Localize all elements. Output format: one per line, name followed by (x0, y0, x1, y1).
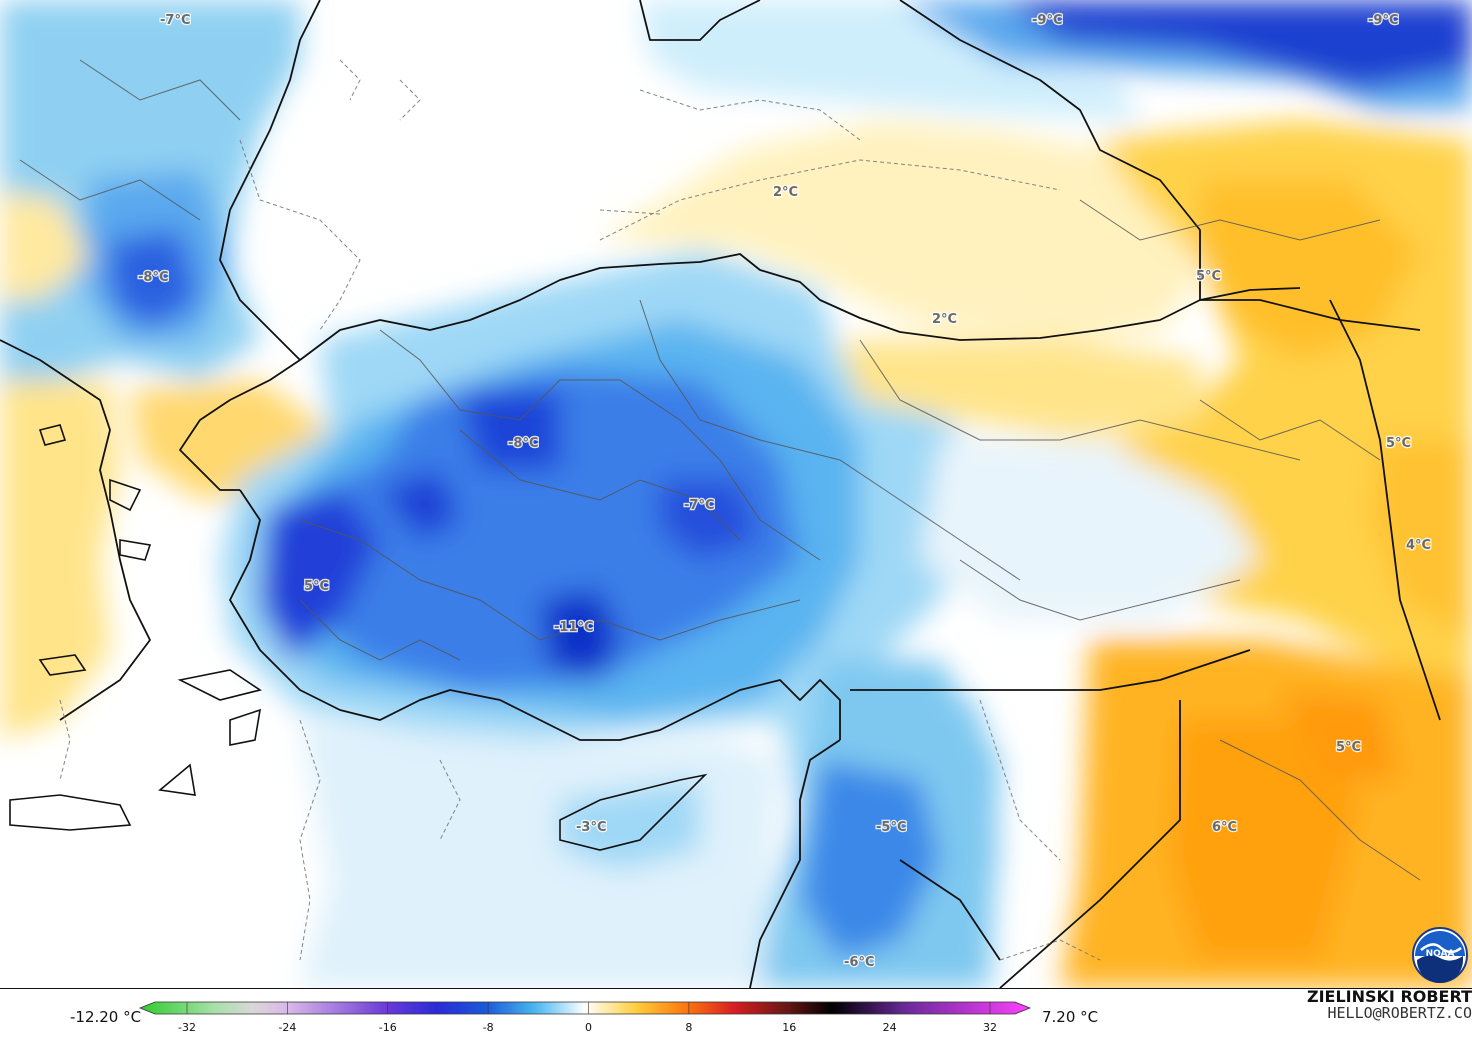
noaa-logo-text: NOAA (1426, 949, 1455, 959)
map-label-iraq-north: 5°C (1336, 740, 1361, 755)
map-label-iran-west: 4°C (1406, 538, 1431, 553)
map-label-cappadocia: -7°C (684, 498, 714, 513)
author-name: ZIELINSKI ROBERT (1306, 987, 1472, 1006)
map-label-syria-west: -5°C (876, 820, 906, 835)
colorbar-tick-label: 32 (983, 1021, 997, 1034)
colorbar-gradient (138, 1001, 1032, 1015)
map-label-levant-south: -6°C (844, 955, 874, 970)
colorbar-panel: -12.20 °C -32 -24 -16 -8 0 8 16 24 32 7.20 °C (0, 988, 1472, 1036)
admin-borders (19, 59, 1421, 881)
isolines (59, 59, 1101, 961)
colorbar-tick-label: -32 (178, 1021, 196, 1034)
temperature-field (0, 0, 1472, 988)
coastlines-borders (0, 0, 1441, 988)
map-label-cyprus: -3°C (576, 820, 606, 835)
islands (9, 424, 708, 851)
colorbar-tick-label: -8 (483, 1021, 494, 1034)
map-label-armenia: 5°C (1386, 436, 1411, 451)
map-label-northeast: -9°C (1368, 13, 1398, 28)
colorbar: -12.20 °C -32 -24 -16 -8 0 8 16 24 32 7.20 °C (70, 1001, 1098, 1034)
temperature-anomaly-map: -7°C -9°C -9°C 2°C -8°C 5°C 2°C 5°C -8°C… (0, 0, 1472, 988)
colorbar-tick-label: -24 (278, 1021, 296, 1034)
map-label-black-sea: 2°C (773, 185, 798, 200)
map-label-black-sea-south: 2°C (932, 312, 957, 327)
map-label-west-anatolia: 5°C (304, 579, 329, 594)
author-email: HELLO@ROBERTZ.CO (1327, 1003, 1472, 1022)
map-label-taurus: -11°C (554, 620, 594, 635)
colorbar-tick-label: 0 (585, 1021, 592, 1034)
map-label-syria-east: 6°C (1212, 820, 1237, 835)
map-label-balkans-north: -7°C (160, 13, 190, 28)
author-credit: ZIELINSKI ROBERT HELLO@ROBERTZ.CO (1306, 987, 1472, 1022)
colorbar-max-label: 7.20 °C (1042, 1008, 1098, 1026)
map-label-balkans: -8°C (138, 270, 168, 285)
colorbar-tick-label: 16 (782, 1021, 796, 1034)
colorbar-tick-label: 24 (883, 1021, 897, 1034)
colorbar-tick-label: 8 (685, 1021, 692, 1034)
map-label-north-center: -9°C (1032, 13, 1062, 28)
map-label-central-anatolia: -8°C (508, 436, 538, 451)
colorbar-tick-label: -16 (379, 1021, 397, 1034)
map-label-caucasus: 5°C (1196, 269, 1221, 284)
map-labels: -7°C -9°C -9°C 2°C -8°C 5°C 2°C 5°C -8°C… (137, 12, 1433, 972)
noaa-logo: NOAA (1412, 927, 1468, 983)
colorbar-min-label: -12.20 °C (70, 1008, 141, 1026)
colorbar-ticks: -32 -24 -16 -8 0 8 16 24 32 (178, 1002, 997, 1034)
